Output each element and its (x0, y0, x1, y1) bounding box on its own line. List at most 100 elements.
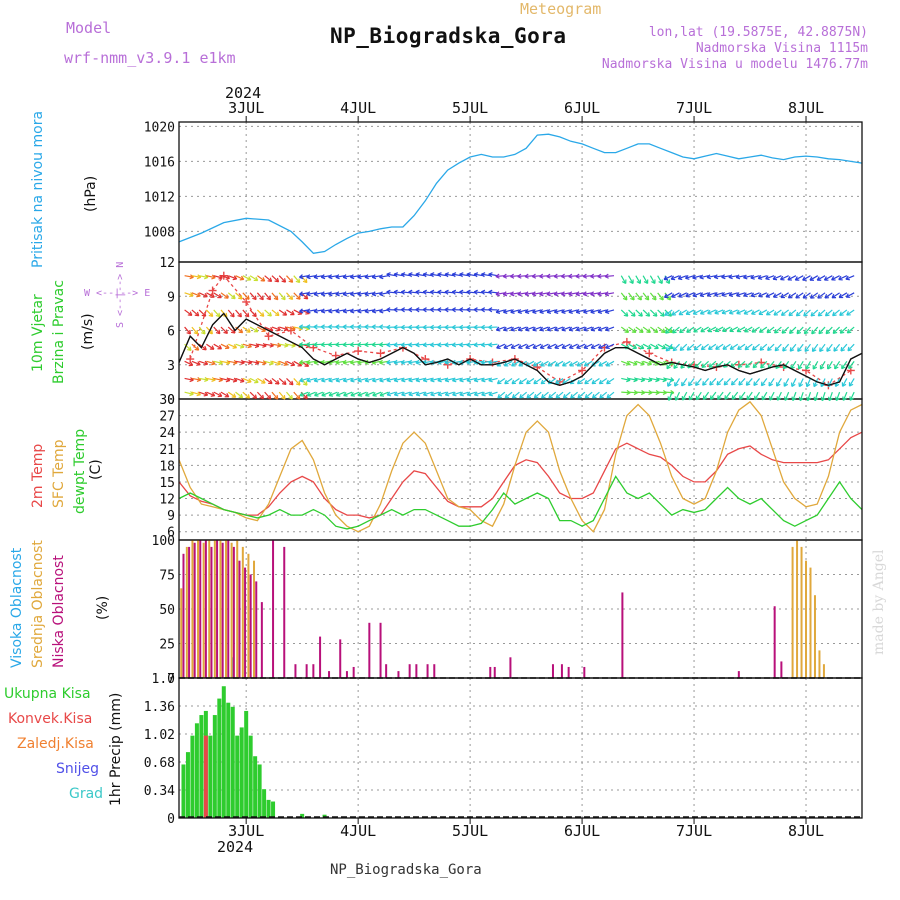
wind-barb (488, 291, 498, 294)
y-tick-label: 25 (159, 638, 175, 653)
wind-barb (328, 377, 338, 382)
wind-barb (379, 275, 389, 278)
wind-barb (198, 292, 208, 298)
wind-barb-head (430, 324, 435, 328)
wind-barb-head (379, 359, 383, 364)
bar (339, 639, 342, 678)
wind-barb (220, 326, 228, 334)
wind-barb-head (342, 308, 347, 312)
wind-barb-head (518, 362, 522, 367)
wind-barb-head (269, 345, 274, 348)
wind-barb-head (562, 379, 566, 384)
wind-barb (657, 343, 666, 349)
wind-barb (783, 360, 790, 370)
wind-barb-head (664, 311, 668, 316)
wind-barb-head (845, 293, 849, 298)
wind-barb (729, 326, 739, 332)
wind-barb-head (672, 328, 675, 334)
y-tick-label: 18 (159, 459, 175, 474)
bar (213, 540, 216, 678)
wind-barb-head (232, 278, 237, 281)
wind-barb (372, 391, 382, 397)
wind-barb-head (599, 393, 602, 399)
wind-barb-head (343, 391, 347, 396)
wind-barb-head (252, 396, 257, 400)
wind-barb (803, 309, 811, 317)
bar (385, 664, 388, 678)
wind-barb-head (568, 344, 573, 349)
wind-barb-head (576, 379, 580, 384)
wind-barb (524, 292, 535, 295)
wind-barb-head (827, 396, 830, 401)
wind-panel: 0 3 6 9 12 (159, 256, 863, 408)
wind-barb (444, 273, 454, 277)
wind-barb-head (459, 391, 463, 396)
wind-barb-head (737, 363, 741, 368)
wind-barb-head (452, 377, 456, 382)
wind-barb-head (444, 272, 449, 275)
wind-barb-head (379, 324, 384, 328)
wind-barb-head (553, 273, 558, 277)
wind-barb (474, 391, 484, 396)
wind-barb-head (466, 377, 471, 382)
wind-barb (257, 360, 267, 364)
wind-barb (271, 292, 279, 301)
wind-barb-head (780, 293, 784, 298)
wind-barb (664, 292, 673, 298)
wind-barb-head (504, 379, 507, 384)
bar (805, 560, 808, 678)
wind-barb (678, 275, 687, 280)
bar (216, 540, 219, 678)
wind-barb (817, 292, 826, 299)
wind-barb (635, 377, 645, 381)
wind-barb-head (480, 342, 485, 346)
wind-barb-head (802, 276, 806, 281)
wind-barb-head (598, 344, 602, 349)
wind-barb (554, 326, 564, 331)
wind-barb (692, 275, 702, 279)
wind-barb-head (582, 273, 587, 277)
wind-barb (401, 360, 411, 364)
wind-barb-head (350, 308, 354, 312)
y-tick-label: 12 (159, 493, 175, 508)
wind-barb-head (379, 391, 383, 396)
wind-barb-head (451, 289, 457, 293)
wind-barb-head (298, 342, 303, 346)
wind-barb-head (196, 364, 201, 366)
wind-barb (321, 275, 331, 278)
wind-barb-head (561, 308, 565, 313)
wind-barb (693, 309, 702, 315)
wind-barb (678, 309, 688, 316)
wind-barb-head (393, 391, 398, 396)
wind-barb (540, 343, 549, 349)
wind-barb-head (211, 363, 216, 366)
wind-barb (372, 275, 382, 278)
wind-barb-head (555, 393, 559, 399)
wind-barb (496, 343, 506, 349)
wind-barb (814, 391, 819, 401)
wind-barb-head (708, 363, 711, 368)
wind-barb (745, 378, 753, 386)
wind-barb-head (685, 274, 689, 279)
wind-barb-head (533, 393, 537, 399)
wind-barb-head (503, 362, 507, 367)
wind-barb-head (735, 274, 740, 278)
wind-barb (249, 360, 260, 364)
wind-barb (336, 391, 345, 397)
wind-barb-head (517, 291, 522, 295)
wind-barb (576, 343, 586, 349)
wind-barb (213, 391, 223, 397)
wind-barb (772, 275, 782, 280)
wind-barb-head (640, 363, 645, 366)
wind-barb-head (473, 377, 478, 382)
wind-barb-head (459, 324, 464, 328)
panel-frame (178, 398, 863, 541)
wind-barb (774, 326, 782, 334)
wind-barb-head (638, 314, 643, 317)
wind-barb-head (274, 280, 279, 283)
wind-barb-head (357, 342, 362, 346)
wind-barb (343, 391, 353, 397)
wind-barb (235, 292, 243, 300)
wind-barb (343, 309, 353, 313)
wind-barb (518, 377, 528, 385)
